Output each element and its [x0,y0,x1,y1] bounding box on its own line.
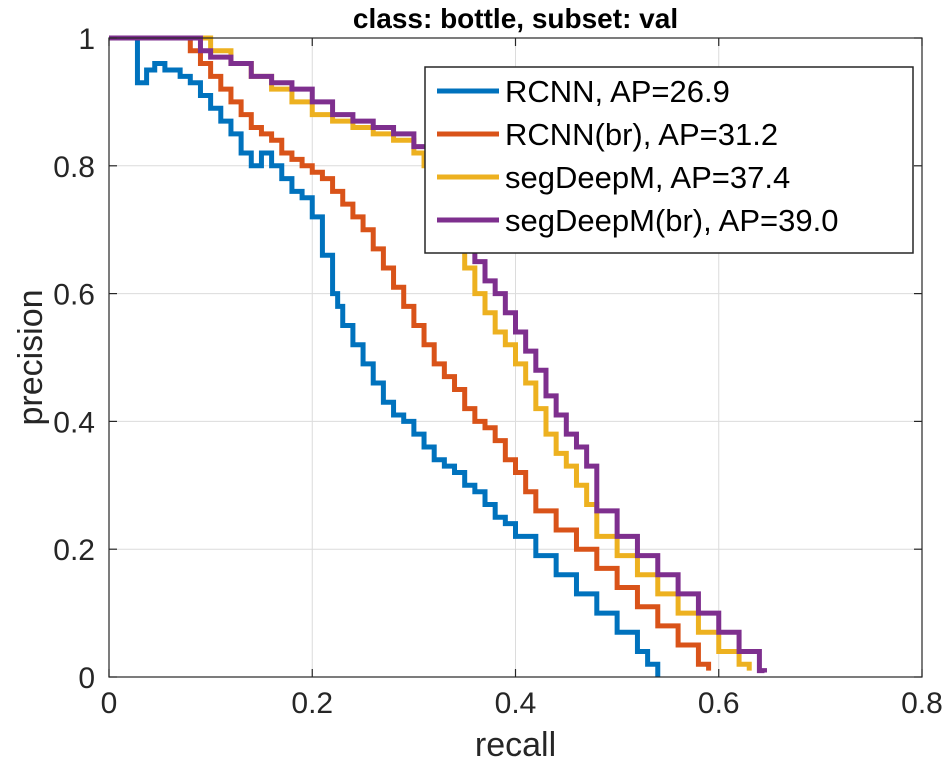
x-tick-label: 0 [101,687,118,720]
legend-box [424,66,914,254]
legend-items: RCNN, AP=26.9 RCNN(br), AP=31.2 segDeepM, … [437,74,838,238]
x-tick-label: 0.2 [291,687,333,720]
y-axis-label: precision [12,289,50,425]
y-tick-label: 0.8 [53,151,95,184]
x-axis-label: recall [475,726,556,764]
series-line-1 [109,35,712,671]
legend: RCNN, AP=26.9 RCNN(br), AP=31.2 segDeepM, … [424,66,914,254]
legend-label-2: segDeepM, AP=37.4 [505,160,790,195]
x-tick-label: 0.6 [698,687,740,720]
x-tick-label: 0.4 [495,687,537,720]
chart-title: class: bottle, subset: val [353,3,678,34]
y-tick-label: 1 [78,23,95,56]
x-tick-label: 0.8 [901,687,943,720]
legend-label-3: segDeepM(br), AP=39.0 [505,203,838,238]
series-line-0 [109,35,661,677]
y-tick-label: 0.2 [53,534,95,567]
y-tick-label: 0.4 [53,406,95,439]
y-tick-label: 0 [78,662,95,695]
y-tick-label: 0.6 [53,279,95,312]
legend-label-0: RCNN, AP=26.9 [505,74,730,109]
tick-labels: 0 0.2 0.4 0.6 0.8 0 0.2 0.4 0.6 0.8 1 [53,23,943,720]
series-lines [109,35,767,677]
series-line-3 [109,35,767,674]
legend-label-1: RCNN(br), AP=31.2 [505,117,778,152]
series-line-2 [109,35,752,671]
